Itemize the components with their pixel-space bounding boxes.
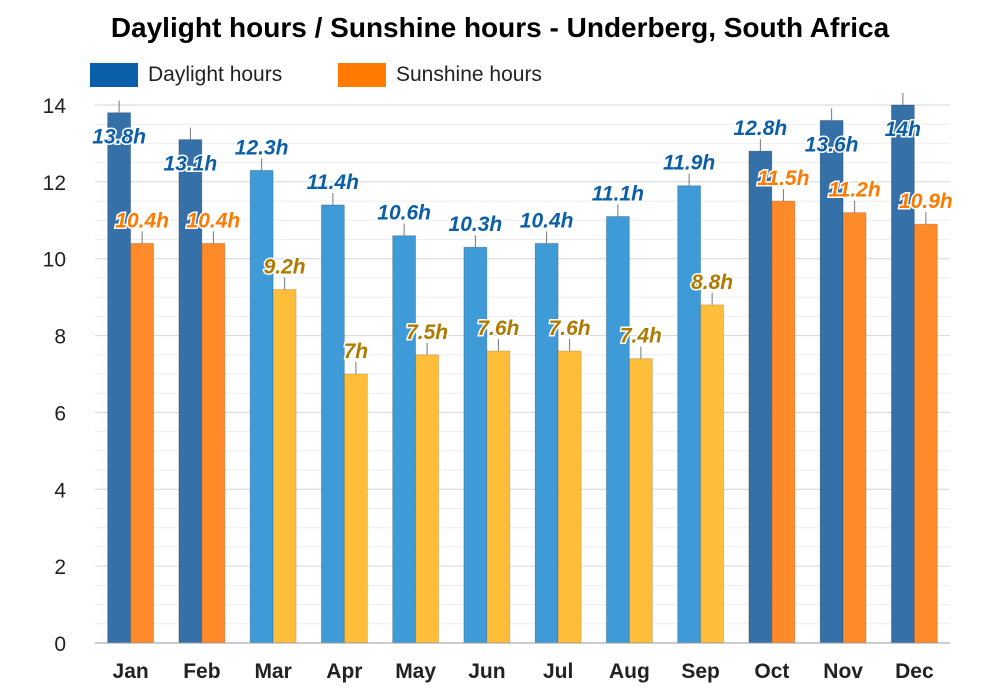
daylight-bar bbox=[320, 204, 345, 644]
legend-swatch-daylight bbox=[90, 63, 138, 87]
x-tick-label: Feb bbox=[183, 660, 220, 683]
legend-label-sunshine: Sunshine hours bbox=[396, 63, 542, 86]
x-tick-label: Apr bbox=[326, 660, 362, 683]
sunshine-value-label: 10.4h bbox=[187, 209, 241, 232]
legend-item-sunshine: Sunshine hours bbox=[338, 62, 542, 88]
sunshine-value-label: 10.4h bbox=[115, 209, 169, 232]
daylight-value-label: 11.1h bbox=[592, 182, 644, 205]
daylight-bar bbox=[249, 169, 274, 644]
daylight-value-label: 10.4h bbox=[520, 209, 574, 232]
legend-item-daylight: Daylight hours bbox=[90, 62, 282, 88]
sunshine-value-label: 11.5h bbox=[757, 167, 809, 190]
sunshine-bar bbox=[628, 358, 653, 644]
x-tick-label: Aug bbox=[609, 660, 650, 683]
sunshine-bar bbox=[913, 223, 938, 644]
y-tick-label: 2 bbox=[54, 556, 66, 579]
sunshine-bar bbox=[486, 350, 511, 644]
x-tick-label: Jun bbox=[468, 660, 505, 683]
sunshine-value-label: 11.2h bbox=[829, 179, 881, 202]
sunshine-bar bbox=[771, 200, 796, 644]
sunshine-bar bbox=[201, 242, 226, 644]
sunshine-value-label: 7.6h bbox=[549, 317, 591, 340]
x-tick-label: Mar bbox=[254, 660, 291, 683]
legend-swatch-sunshine bbox=[338, 63, 386, 87]
x-tick-label: Dec bbox=[895, 660, 934, 683]
daylight-value-label: 13.1h bbox=[164, 153, 218, 176]
x-tick-label: May bbox=[395, 660, 436, 683]
daylight-bar bbox=[890, 104, 915, 644]
x-tick-label: Sep bbox=[681, 660, 720, 683]
y-tick-label: 8 bbox=[54, 326, 66, 349]
legend-label-daylight: Daylight hours bbox=[148, 63, 283, 86]
daylight-bar bbox=[748, 150, 773, 644]
sunshine-bar bbox=[343, 373, 368, 644]
daylight-bar bbox=[463, 246, 488, 644]
sunshine-value-label: 7.4h bbox=[620, 325, 662, 348]
sunshine-value-label: 9.2h bbox=[264, 255, 306, 278]
x-tick-label: Nov bbox=[823, 660, 863, 683]
daylight-value-label: 10.3h bbox=[449, 213, 503, 236]
sunshine-bar bbox=[700, 304, 725, 644]
y-tick-label: 10 bbox=[43, 249, 66, 272]
daylight-bar bbox=[677, 185, 702, 644]
daylight-value-label: 11.4h bbox=[307, 171, 359, 194]
daylight-value-label: 12.3h bbox=[235, 136, 289, 159]
daylight-value-label: 12.8h bbox=[734, 117, 788, 140]
sunshine-bar bbox=[272, 288, 297, 644]
daylight-bar bbox=[107, 112, 132, 644]
sunshine-bar bbox=[415, 354, 440, 644]
sunshine-value-label: 10.9h bbox=[899, 190, 953, 213]
daylight-bar bbox=[605, 215, 630, 644]
sunshine-bar bbox=[130, 242, 155, 644]
sunshine-value-label: 8.8h bbox=[691, 271, 733, 294]
daylight-value-label: 11.9h bbox=[663, 152, 715, 175]
daylight-value-label: 14h bbox=[885, 118, 921, 141]
sunshine-bar bbox=[557, 350, 582, 644]
daylight-bar bbox=[392, 235, 417, 644]
y-tick-label: 0 bbox=[54, 633, 66, 656]
daylight-value-label: 13.6h bbox=[805, 133, 859, 156]
x-tick-label: Oct bbox=[754, 660, 789, 683]
sunshine-value-label: 7.5h bbox=[406, 321, 448, 344]
y-tick-label: 4 bbox=[54, 479, 66, 502]
x-tick-label: Jul bbox=[543, 660, 573, 683]
daylight-value-label: 10.6h bbox=[377, 202, 431, 225]
y-tick-label: 12 bbox=[43, 172, 66, 195]
sunshine-value-label: 7h bbox=[344, 340, 369, 363]
daylight-value-label: 13.8h bbox=[92, 126, 146, 149]
y-tick-label: 6 bbox=[54, 402, 66, 425]
chart-title: Daylight hours / Sunshine hours - Underb… bbox=[110, 12, 890, 43]
y-tick-label: 14 bbox=[43, 95, 67, 118]
sunshine-bar bbox=[842, 212, 867, 644]
daylight-bar bbox=[534, 242, 559, 644]
x-tick-label: Jan bbox=[113, 660, 149, 683]
sunshine-value-label: 7.6h bbox=[477, 317, 519, 340]
